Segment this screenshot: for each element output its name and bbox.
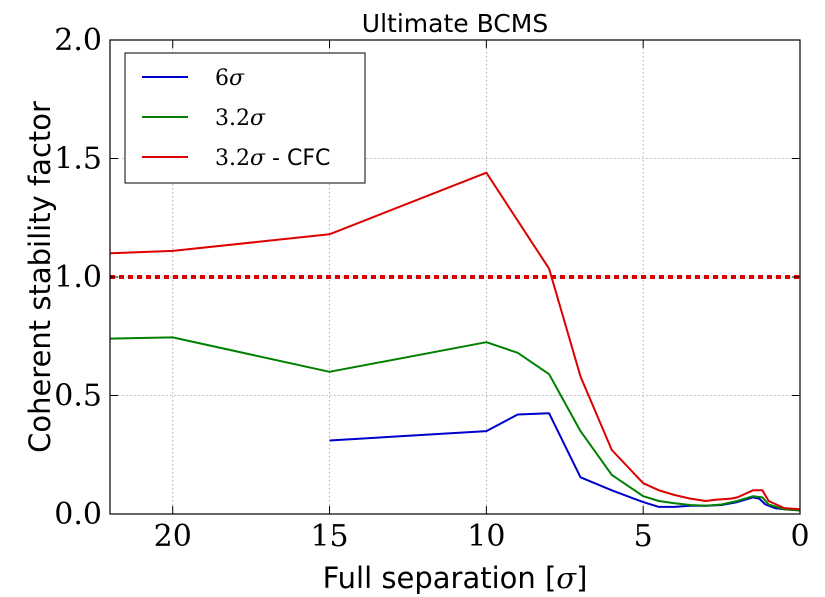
y-tick-label: 0.5: [54, 379, 102, 414]
y-tick-label: 0.0: [54, 497, 102, 532]
x-tick-label: 5: [634, 519, 653, 554]
legend-label: 6σ: [215, 66, 245, 91]
tick-group: 20 15 10 5 0 0.0 0.5 1.0 1.5 2.0: [54, 23, 809, 554]
y-axis-label: Coherent stability factor: [23, 101, 57, 453]
x-axis-label: Full separation [σ]: [323, 561, 588, 595]
y-tick-label: 1.5: [54, 142, 102, 177]
y-tick-label: 1.0: [54, 260, 102, 295]
legend-label: 3.2σ - CFC: [215, 146, 330, 171]
chart-title: Ultimate BCMS: [362, 9, 548, 38]
series-line-3-2sigma: [109, 336, 801, 512]
series-group: [109, 171, 801, 512]
x-tick-label: 10: [467, 519, 505, 554]
series-line-3-2sigma-cfc: [109, 171, 801, 511]
x-tick-label: 0: [790, 519, 809, 554]
x-tick-label: 20: [154, 519, 192, 554]
x-tick-label: 15: [310, 519, 348, 554]
y-tick-label: 2.0: [54, 23, 102, 58]
legend-label: 3.2σ: [215, 106, 266, 131]
legend: 6σ 3.2σ 3.2σ - CFC: [124, 52, 366, 184]
